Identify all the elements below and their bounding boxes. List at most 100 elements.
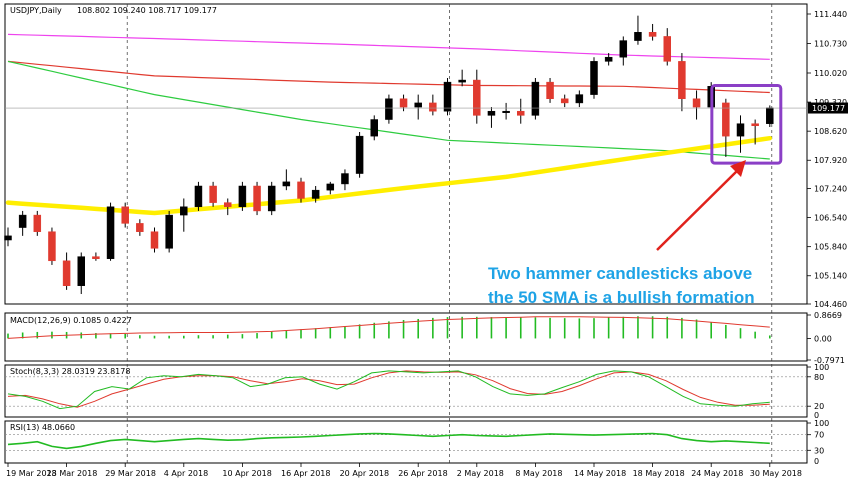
vertical-gridlines	[126, 4, 773, 463]
candle-body	[443, 81, 452, 112]
candle	[619, 36, 628, 66]
candle	[224, 198, 232, 216]
candle-body	[267, 185, 276, 212]
candle-body	[297, 181, 305, 199]
annotation-arrow	[656, 167, 741, 251]
candle-body	[604, 56, 613, 62]
candle-body	[399, 98, 408, 108]
rsi-tick-label: 0	[814, 457, 819, 466]
candle	[106, 202, 115, 261]
candle-body	[238, 185, 247, 208]
candlesticks	[4, 15, 774, 295]
price-axis-ticks: 111.440110.730110.020109.320108.620107.9…	[807, 10, 847, 309]
candle-body	[209, 185, 217, 203]
candle-body	[546, 81, 554, 100]
date-tick-label: 19 Mar 2018	[6, 469, 57, 478]
candle-body	[692, 98, 701, 108]
candle	[136, 219, 144, 236]
candle	[165, 210, 173, 253]
date-tick-label: 18 May 2018	[633, 469, 685, 478]
candle	[473, 69, 481, 124]
symbol-label: USDJPY,Daily	[10, 6, 62, 15]
candle-body	[766, 107, 774, 124]
candle-body	[311, 189, 320, 199]
candle	[18, 210, 27, 236]
macd-label: MACD(12,26,9) 0.1085 0.4227	[10, 316, 132, 325]
date-tick-label: 2 May 2018	[457, 469, 504, 478]
candle	[238, 181, 247, 211]
rsi-axis-ticks: 100 70 30 0	[807, 419, 829, 466]
stoch-tick-label: 20	[814, 402, 824, 411]
candle-body	[663, 36, 671, 62]
date-tick-label: 10 Apr 2018	[222, 469, 271, 478]
candle	[92, 252, 100, 261]
candle-body	[4, 235, 12, 241]
candle-body	[136, 223, 144, 232]
candle-body	[48, 231, 56, 262]
rsi-line	[7, 432, 770, 450]
candle	[517, 98, 525, 124]
candle	[414, 94, 422, 120]
date-tick-label: 24 May 2018	[691, 469, 743, 478]
candle	[62, 252, 71, 290]
candle	[326, 181, 335, 195]
candle	[399, 94, 408, 112]
candle	[722, 98, 730, 157]
stoch-label: Stoch(8,3,3) 28.0319 23.8178	[10, 367, 130, 376]
candle-body	[560, 98, 569, 104]
candle-body	[341, 173, 349, 185]
price-tick-label: 110.020	[814, 69, 847, 78]
annotation-arrow-head	[730, 160, 746, 177]
candle-body	[619, 40, 628, 58]
macd-tick-label: 0.8669	[814, 311, 842, 320]
candle	[297, 177, 305, 203]
price-panel-frame	[4, 3, 808, 305]
candle-body	[458, 79, 466, 83]
candle	[443, 77, 452, 116]
date-tick-label: 14 May 2018	[574, 469, 626, 478]
price-tick-label: 110.730	[814, 39, 847, 48]
candle	[736, 115, 745, 153]
candle-body	[355, 135, 364, 174]
macd-signal-line	[7, 316, 770, 339]
rsi-label: RSI(13) 48.0660	[10, 423, 75, 432]
macd-axis-ticks: 0.8669 0.00 -0.7971	[807, 311, 845, 365]
candle-body	[429, 102, 437, 112]
candle-body	[326, 183, 335, 191]
candle	[648, 23, 657, 41]
candle-body	[106, 206, 115, 259]
stoch-tick-label: 100	[814, 363, 829, 372]
date-tick-label: 4 Apr 2018	[164, 469, 208, 478]
candle	[4, 227, 12, 247]
date-tick-label: 16 Apr 2018	[281, 469, 330, 478]
candle-body	[77, 256, 85, 286]
candle	[150, 227, 159, 253]
candle	[48, 227, 56, 265]
rsi-tick-label: 70	[814, 431, 824, 440]
candle	[33, 210, 42, 236]
date-tick-label: 8 May 2018	[515, 469, 562, 478]
candle-body	[18, 214, 27, 228]
candle	[604, 53, 613, 66]
candle	[560, 94, 569, 108]
stoch-tick-label: 80	[814, 373, 824, 382]
candle	[180, 198, 188, 232]
candle	[575, 90, 584, 108]
macd-panel-frame	[4, 312, 808, 362]
candle-body	[736, 123, 745, 137]
highlight-box	[710, 83, 783, 165]
price-tick-label: 107.240	[814, 184, 847, 193]
stoch-d-line	[7, 370, 770, 408]
candle-body	[194, 185, 203, 208]
moving-average-lines	[5, 33, 773, 216]
macd-indicator	[7, 316, 771, 339]
candle	[370, 115, 378, 141]
candle-body	[385, 98, 393, 120]
candle	[590, 57, 598, 99]
sma-magenta-line	[7, 33, 770, 60]
date-tick-label: 29 Mar 2018	[105, 469, 156, 478]
current-price-box	[808, 102, 848, 114]
